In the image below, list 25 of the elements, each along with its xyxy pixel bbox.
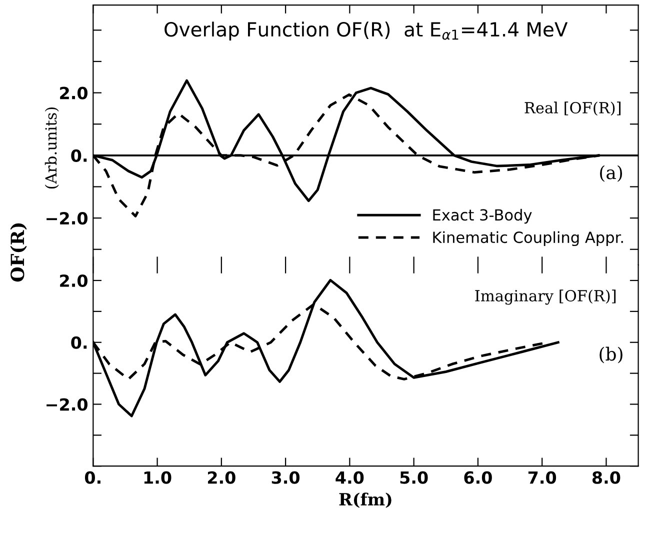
x-tick-label: 7.0 (528, 471, 556, 484)
annotation: Real [OF(R)] (524, 102, 620, 116)
y-tick-label: −2.0 (46, 212, 88, 225)
x-tick-label: 0. (84, 471, 100, 484)
text: (Arb.units) (44, 108, 59, 189)
x-tick-label: 3.0 (272, 471, 300, 484)
x-tick-label: 2.0 (208, 471, 236, 484)
legend-label: Exact 3-Body (433, 208, 532, 224)
x-tick-label: 4.0 (336, 471, 364, 484)
y-tick-label: 2.0 (60, 86, 88, 100)
annotation: (b) (600, 346, 622, 364)
y-tick-label: 0. (71, 336, 87, 349)
x-tick-label: 5.0 (400, 471, 428, 484)
text: Overlap Function OF(R) at E$_{α1}$=41.4 MeV (164, 22, 568, 40)
x-tick-label: 8.0 (592, 471, 620, 484)
legend-label: Kinematic Coupling Appr. (433, 231, 623, 246)
x-tick-label: 1.0 (144, 471, 172, 484)
y-tick-label: −2.0 (46, 398, 88, 411)
x-tick-label: 6.0 (464, 471, 492, 484)
y-axis-title: OF(R) (10, 223, 27, 282)
x-axis-title: R(fm) (339, 492, 392, 508)
annotation: Imaginary [OF(R)] (475, 290, 616, 305)
annotation: (a) (600, 165, 622, 182)
y-tick-label: 0. (71, 149, 87, 162)
y-tick-label: 2.0 (60, 274, 88, 288)
